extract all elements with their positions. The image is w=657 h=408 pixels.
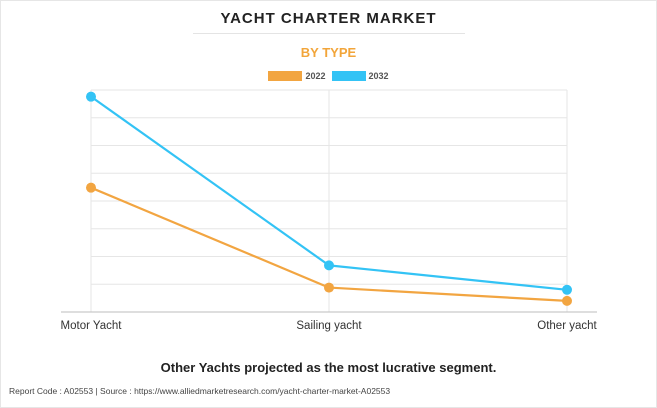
- legend-label-2022: 2022: [305, 71, 326, 81]
- x-tick-label: Motor Yacht: [61, 320, 123, 332]
- chart-subtitle: BY TYPE: [300, 45, 357, 60]
- x-tick-label: Other yacht: [537, 320, 597, 332]
- data-point-2032: [324, 260, 334, 271]
- source-footer: Report Code : A02553 | Source : https://…: [9, 386, 391, 396]
- legend-item-2022[interactable]: 2022: [268, 71, 326, 81]
- legend-item-2032[interactable]: 2032: [331, 71, 389, 81]
- legend-swatch-2032: [331, 71, 366, 81]
- chart-tagline: Other Yachts projected as the most lucra…: [160, 360, 497, 375]
- chart-title: YACHT CHARTER MARKET: [220, 10, 437, 27]
- data-point-2022: [562, 295, 572, 306]
- legend-label-2032: 2032: [368, 71, 389, 81]
- data-point-2032: [562, 284, 572, 295]
- data-point-2032: [86, 91, 96, 102]
- legend: 2022 2032: [0, 71, 657, 81]
- data-point-2022: [324, 282, 334, 293]
- data-point-2022: [86, 182, 96, 193]
- legend-swatch-2022: [268, 71, 303, 81]
- x-tick-label: Sailing yacht: [296, 320, 362, 332]
- title-divider: [193, 33, 465, 34]
